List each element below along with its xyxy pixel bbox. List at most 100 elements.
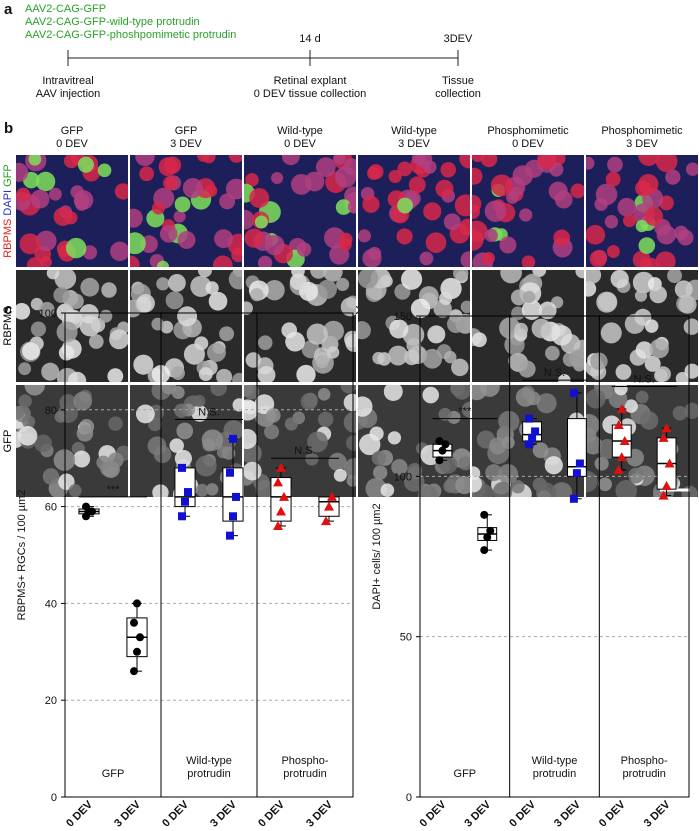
cell (506, 191, 519, 204)
cell (672, 405, 688, 421)
point (181, 497, 189, 506)
cell (28, 155, 42, 166)
cell (197, 270, 212, 278)
cell (408, 176, 426, 194)
cell (80, 277, 100, 297)
cell (73, 450, 91, 468)
cell (615, 479, 638, 497)
cell (214, 229, 233, 249)
cell (161, 385, 177, 395)
group-label: Wild-type (186, 755, 232, 767)
cell (35, 230, 57, 252)
cell (54, 270, 77, 290)
cell (182, 178, 203, 199)
cell (397, 197, 413, 214)
cell (336, 277, 350, 292)
row-label-part: GFP (2, 164, 14, 187)
timepoint-label: 3DEV (444, 33, 473, 45)
point (178, 512, 186, 521)
cell (107, 452, 124, 469)
x-tick-label: 3 DEV (208, 798, 239, 829)
point (441, 440, 450, 449)
cell (168, 273, 186, 292)
cell (485, 385, 499, 392)
cell (358, 321, 371, 340)
cells (244, 385, 356, 497)
cell (440, 162, 456, 178)
cell (317, 279, 337, 299)
cell (644, 206, 664, 226)
cell (358, 229, 372, 243)
cell (451, 358, 469, 377)
significance-label: *** (107, 484, 121, 496)
cell (635, 219, 648, 233)
cell (604, 215, 619, 229)
cell (589, 250, 607, 267)
point (327, 491, 337, 501)
cell (460, 251, 470, 267)
point (276, 506, 286, 516)
cell (644, 257, 659, 267)
cell (492, 481, 513, 497)
group-label: GFP (102, 768, 125, 780)
cell (452, 385, 470, 400)
cell (206, 483, 219, 496)
cell (522, 290, 536, 304)
point (658, 432, 669, 442)
cell (18, 394, 32, 408)
y-tick-label: 20 (45, 695, 57, 707)
micrograph (16, 270, 128, 382)
cell (82, 245, 98, 260)
cell (377, 352, 391, 366)
point (229, 434, 237, 443)
cell (296, 242, 312, 257)
cell (90, 317, 106, 333)
cell (472, 220, 488, 243)
cell (223, 420, 242, 441)
cell (244, 385, 260, 400)
panel-label: d (352, 301, 361, 318)
cell (231, 247, 242, 263)
cell (472, 332, 487, 348)
cell (136, 294, 155, 313)
cell (551, 325, 573, 346)
point (133, 599, 141, 608)
cell (422, 386, 439, 404)
cell (310, 270, 327, 279)
cell (198, 367, 213, 382)
cell (245, 173, 259, 187)
cell (570, 183, 584, 199)
y-tick-label: 40 (45, 598, 57, 610)
cells (472, 155, 584, 267)
cell (598, 477, 612, 492)
cell (264, 235, 285, 256)
group-label: protrudin (187, 768, 230, 780)
row-label-part: GFP (2, 430, 14, 453)
cell (511, 306, 525, 321)
cell (537, 155, 557, 169)
cell (569, 349, 584, 368)
point (569, 388, 578, 397)
cell (322, 270, 343, 282)
point (438, 446, 447, 455)
micrograph (130, 270, 242, 382)
cell (490, 174, 513, 197)
cell (453, 270, 469, 281)
cell (484, 200, 507, 222)
event-label: Tissue (442, 75, 474, 87)
cell (39, 301, 55, 318)
cell (615, 364, 632, 380)
row-label: RBPMS DAPI GFP (2, 164, 14, 258)
cell (97, 163, 112, 178)
group-label: GFP (454, 768, 477, 780)
cell (317, 411, 334, 428)
cell (389, 319, 409, 339)
cell (655, 366, 671, 382)
micrograph (244, 270, 356, 382)
cell (472, 155, 485, 162)
cell (472, 475, 482, 493)
cell (333, 468, 347, 482)
cell (174, 196, 191, 213)
cell (544, 456, 563, 475)
point (136, 633, 144, 642)
